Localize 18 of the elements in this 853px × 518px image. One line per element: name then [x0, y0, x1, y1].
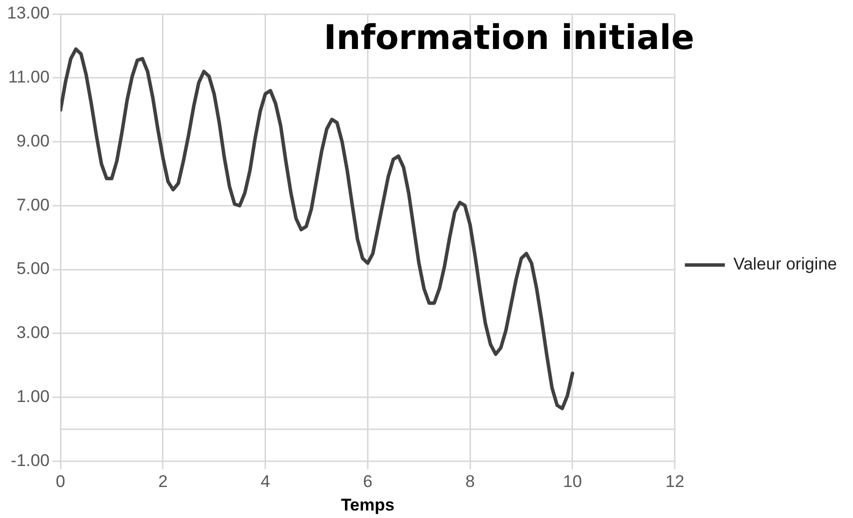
chart-title: Information initiale — [324, 18, 694, 58]
x-axis-title: Temps — [340, 495, 394, 514]
y-tick-label: 13.00 — [6, 4, 50, 23]
y-tick-label: 7.00 — [16, 195, 50, 214]
y-tick-label: 5.00 — [16, 259, 50, 278]
x-tick-label: 6 — [362, 472, 372, 492]
x-tick-label: 8 — [465, 472, 475, 492]
legend-label: Valeur origine — [733, 254, 838, 274]
x-tick-label: 10 — [563, 472, 582, 492]
y-tick-label: 3.00 — [16, 323, 50, 342]
y-tick-label: -1.00 — [10, 450, 50, 470]
x-tick-label: 2 — [158, 472, 168, 492]
x-tick-label: 4 — [260, 472, 270, 492]
y-tick-label: 9.00 — [16, 131, 50, 150]
y-tick-label: 1.00 — [16, 387, 50, 406]
x-tick-label: 0 — [56, 472, 66, 492]
y-tick-label: 11.00 — [8, 68, 50, 87]
x-tick-label: 12 — [665, 472, 684, 492]
